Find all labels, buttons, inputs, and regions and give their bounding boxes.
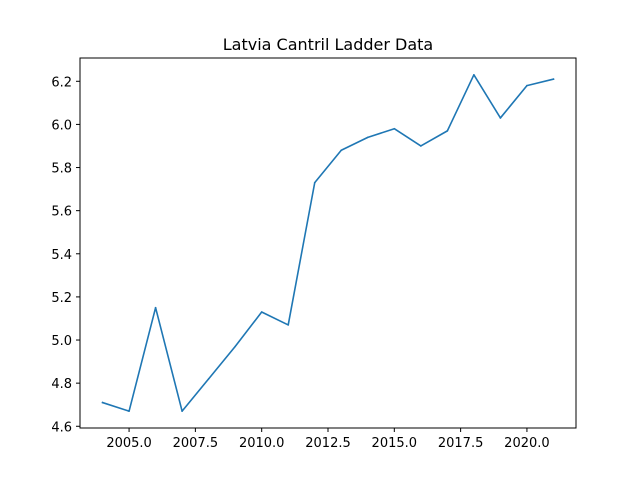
x-tick-label: 2005.0 [106,436,152,451]
x-tick-label: 2007.5 [173,436,219,451]
data-point [313,181,316,184]
data-point [366,136,369,139]
data-point [128,410,130,412]
x-tick-label: 2017.5 [438,436,484,451]
series-line [101,74,555,412]
data-point [420,145,422,147]
x-tick-label: 2020.0 [504,436,550,451]
plot-frame [79,57,577,429]
y-tick-label: 5.0 [51,334,72,349]
data-point [234,345,236,348]
y-tick-label: 5.4 [51,248,72,263]
y-tick-label: 4.8 [51,377,72,392]
data-point [393,127,396,130]
data-point [499,117,502,119]
data-point [446,130,449,132]
y-tick-label: 4.6 [51,420,72,435]
y-tick-label: 6.2 [51,75,72,90]
data-point [207,378,210,380]
y-tick-label: 5.2 [51,291,72,306]
plot-area [80,58,576,428]
data-point [526,84,528,87]
data-point [552,78,555,80]
x-axis: 2005.0 2007.5 2010.0 2012.5 2015.0 2017.5 2020… [106,428,550,451]
y-tick-label: 5.6 [51,205,72,220]
data-point [287,324,290,326]
data-point [260,311,263,313]
y-tick-label: 5.8 [51,162,72,177]
y-tick-label: 6.0 [51,118,72,133]
data-point [154,306,157,309]
data-point [473,74,475,76]
x-tick-label: 2015.0 [372,436,418,451]
data-point [340,149,343,152]
chart-title: Latvia Cantril Ladder Data [223,35,433,54]
y-axis: 4.6 4.8 5.0 5.2 5.4 5.6 5.8 6.0 6.2 [51,75,80,435]
x-tick-label: 2010.0 [239,436,285,451]
data-point [101,401,104,404]
series-layer [101,74,555,412]
data-point [181,410,183,412]
x-tick-label: 2012.5 [305,436,351,451]
